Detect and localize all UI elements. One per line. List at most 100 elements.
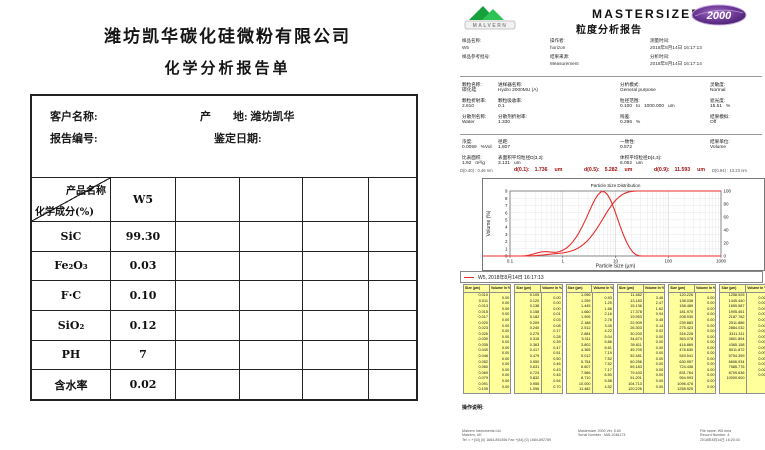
- param-column: 一致性: 0.572 体积平均粒径D[4,3]: 6.062 um: [620, 139, 661, 171]
- footer-line: Record Number: 4: [700, 433, 730, 438]
- percentile-label: d(0.9):: [654, 167, 670, 173]
- size-cell: 1.445: [581, 304, 591, 309]
- param-label: 遮光度:: [710, 98, 726, 104]
- component-value-cell: [368, 280, 416, 310]
- volume-cell: 0.00: [758, 301, 765, 306]
- volume-cell: 0.00: [655, 384, 664, 389]
- param-value: Hydro 2000MU (A): [498, 87, 538, 93]
- size-cell: 316.228: [679, 331, 694, 336]
- divider: [460, 134, 762, 135]
- sample-info-label: 样品参考批号:: [462, 54, 491, 59]
- legend-line-swatch: [464, 276, 474, 278]
- param-label: 径距:: [498, 139, 509, 144]
- sample-info-label: 结果来源:: [550, 54, 570, 59]
- footer-line: Malvern, UK: [462, 433, 482, 438]
- volume-cell: 0.00: [707, 367, 715, 372]
- size-cell: 0.052: [478, 359, 488, 364]
- size-cell: 0.105: [478, 387, 488, 392]
- footer-line: Tel := +[44] (0) 1684-892456 Fax +[44] (…: [462, 437, 552, 442]
- volume-cell: 0.03: [553, 317, 561, 322]
- size-cell: 724.436: [679, 365, 694, 370]
- volume-cell: 5.58: [604, 379, 612, 383]
- size-cell: 8709.636: [728, 370, 745, 375]
- size-cell: 2.512: [581, 326, 591, 331]
- volume-cell: 6.50: [604, 373, 612, 378]
- size-table: Size (µm) Volume In % 1.096 1.259 1.445 1.660…: [565, 284, 614, 394]
- component-value-cell: 0.02: [110, 369, 175, 399]
- report-frame: 客户名称: 产 地: 潍坊凯华 报告编号: 鉴定日期: 产品名称 化学成分(%) W…: [30, 94, 418, 401]
- volume-cell: 0.00: [758, 362, 765, 367]
- sample-info-column: 样品名称: W5 样品参考批号:: [462, 38, 490, 70]
- volume-cell: 7.52: [604, 362, 612, 367]
- sample-info-value: [462, 61, 490, 68]
- component-value-cell: [368, 250, 416, 281]
- size-cell: 10000.000: [726, 376, 745, 381]
- size-cell: 7.586: [581, 370, 591, 375]
- footer-column: Mastersizer 2000 Ver. 5.60 Serial Number …: [578, 429, 625, 438]
- percentile-value: 11.593: [674, 167, 691, 173]
- svg-text:1: 1: [561, 259, 564, 264]
- customer-name-label: 客户名称:: [50, 111, 98, 123]
- svg-text:Particle Size Distribution: Particle Size Distribution: [591, 183, 641, 188]
- size-cell: 79.433: [630, 370, 642, 375]
- size-cell: 6606.934: [728, 359, 745, 364]
- volume-cell: 3.45: [604, 323, 612, 328]
- param-label: 分析模式:: [620, 82, 640, 87]
- size-cell: 0.046: [478, 354, 488, 359]
- volume-cell: 0.00: [758, 340, 765, 345]
- size-table: Size (µm) Volume In % 120.226 138.038 158.48…: [668, 284, 717, 394]
- psd-chart-box: 0.1 1 10 100 1000 0 1 2 3 4 5 6 7 8 9 0 20 40 60 80 100 Parti…: [458, 178, 765, 271]
- svg-text:6: 6: [505, 210, 508, 215]
- component-value-cell: [175, 221, 239, 251]
- volume-cell: 2.76: [604, 317, 612, 322]
- footer-line: File name: W5.mea: [700, 429, 732, 433]
- chart-legend: W5, 2018年8月14日 16:17:13: [460, 271, 763, 283]
- size-cell: 0.479: [529, 354, 540, 359]
- size-column: 120.226 138.038 158.489 181.970 208.930 239.8…: [669, 293, 696, 393]
- size-table-header: Size (µm)Volume In %: [566, 285, 613, 293]
- size-table-header: Size (µm)Volume In %: [720, 285, 765, 293]
- size-column: 0.105 0.120 0.138 0.158 0.182 0.209 0.240 0.275…: [515, 293, 542, 393]
- size-cell: 30.200: [630, 331, 642, 336]
- volume-cell: 0.00: [501, 373, 510, 378]
- volume-cell: 4.52: [604, 384, 612, 389]
- volume-column: 0.00 0.00 0.00 0.01 0.03 0.08 0.17 0.28 0.39 0.47…: [541, 296, 561, 390]
- volume-cell: 0.00: [501, 312, 510, 317]
- size-table: Size (µm)Volume In %1258.9251445.4401659…: [719, 284, 765, 394]
- param-column: 灵敏度: Normal 遮光度: 15.51 % 结果模拟: Off: [710, 82, 730, 131]
- volume-cell: 0.00: [501, 345, 510, 350]
- param-label: 比表面积:: [462, 155, 482, 161]
- volume-cell: 0.47: [553, 345, 561, 350]
- volume-cell: 0.00: [707, 345, 715, 350]
- size-cell: 0.026: [478, 331, 488, 336]
- size-table: Size (µm) Volume In % 0.010 0.011 0.013 0.015…: [463, 284, 512, 394]
- size-cell: 0.091: [478, 381, 488, 386]
- size-cell: 45.709: [630, 348, 642, 353]
- size-table: Size (µm) Volume In % 0.105 0.120 0.138 0.158…: [514, 284, 563, 394]
- size-cell: 104.713: [628, 381, 642, 386]
- sample-info-value: 2018年8月14日 16:17:13: [650, 44, 702, 50]
- size-cell: 0.040: [478, 348, 488, 353]
- size-table-header: Size (µm)Volume In %: [515, 285, 562, 293]
- volume-cell: 0.93: [604, 295, 612, 300]
- size-col-header: Size (µm): [464, 285, 490, 292]
- size-cell: 13.183: [630, 298, 642, 303]
- psd-report-page: MALVERN MASTERSIZER 2000 粒度分析报告 样品名称: W5 样…: [458, 0, 765, 450]
- size-cell: 1258.925: [677, 387, 694, 392]
- size-table-header: Size (µm)Volume In %: [669, 285, 716, 293]
- svg-text:2: 2: [505, 239, 508, 244]
- volume-column: 3.46 2.47 1.62 0.94 0.45 0.14 0.02 0.00 0.00 0.00…: [644, 296, 664, 390]
- volume-cell: 0.00: [707, 384, 715, 389]
- percentile-value: 1.736: [534, 167, 548, 173]
- size-cell: 22.909: [630, 320, 642, 325]
- size-cell: 69.183: [630, 365, 642, 370]
- divider: [460, 76, 762, 77]
- volume-cell: 0.00: [758, 329, 765, 334]
- sample-info-value: horizon: [550, 44, 566, 50]
- volume-cell: 0.00: [758, 323, 765, 328]
- param-label: 结果单位:: [710, 139, 730, 144]
- notes-label: 操作说明:: [462, 405, 484, 411]
- param-value: 3.131 um: [498, 160, 521, 166]
- volume-cell: 0.00: [501, 334, 510, 339]
- param-label: 粒径范围:: [620, 98, 640, 104]
